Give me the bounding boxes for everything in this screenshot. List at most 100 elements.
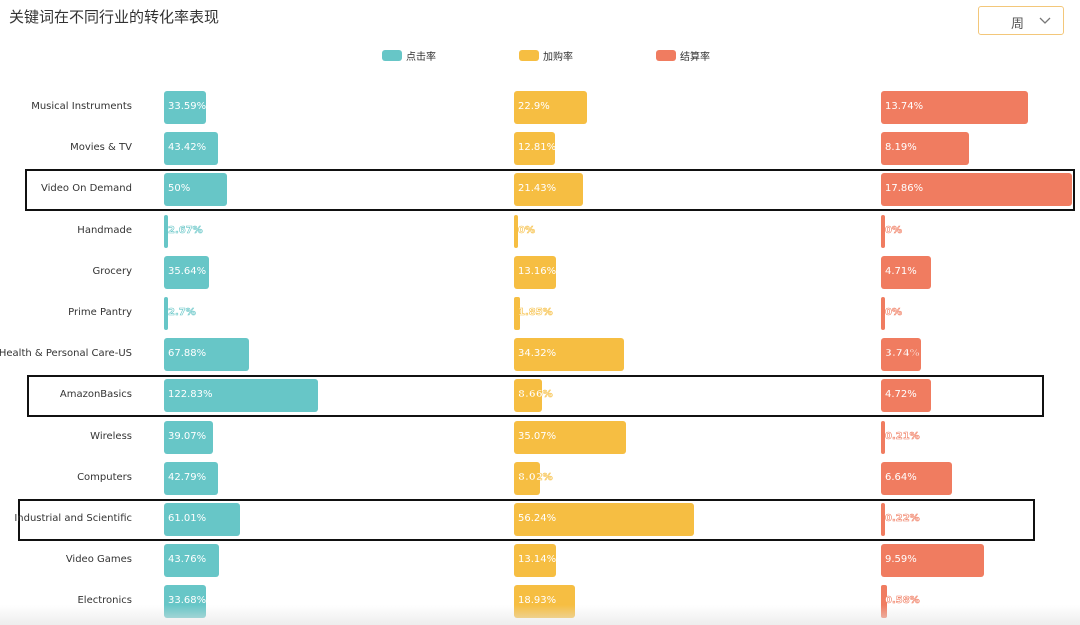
bar-value-label: 35.64% xyxy=(168,265,207,277)
bar-value-label: 8.02% xyxy=(518,471,553,483)
bar xyxy=(881,585,888,619)
bar xyxy=(881,173,1072,207)
bar-value-label: 9.59% xyxy=(885,554,917,566)
bar xyxy=(164,255,209,289)
bar xyxy=(514,420,627,454)
bar-value-label: 0% xyxy=(885,224,903,236)
bar-value-label: 61.01% xyxy=(168,513,207,524)
bar xyxy=(164,544,219,578)
bar xyxy=(514,503,694,536)
bar xyxy=(514,173,583,207)
category-label: Wireless xyxy=(90,430,132,442)
bar-value-label: 0.22% xyxy=(885,513,920,525)
category-label: Electronics xyxy=(77,595,132,607)
bar-value-label: 33.68% xyxy=(168,595,207,607)
bar xyxy=(164,420,213,454)
category-label: Video On Demand xyxy=(41,183,132,195)
bar-value-label: 12.81% xyxy=(518,142,557,154)
bar xyxy=(881,297,885,330)
period-dropdown-value: 周 xyxy=(1011,17,1025,32)
category-label: Grocery xyxy=(92,265,132,277)
bar xyxy=(514,132,555,166)
bar xyxy=(514,379,542,413)
chart-title: 关键词在不同行业的转化率表现 xyxy=(9,8,220,26)
category-label: Musical Instruments xyxy=(31,101,132,112)
bar-value-label: 2.7% xyxy=(168,307,196,319)
bar xyxy=(514,255,557,289)
legend-swatch xyxy=(519,50,539,61)
bar-value-label: 21.43% xyxy=(518,183,557,195)
bar xyxy=(164,503,241,536)
bar-value-label: 35.07% xyxy=(518,430,557,442)
highlight-box xyxy=(18,499,1035,541)
legend-label: 点击率 xyxy=(406,52,436,63)
category-label: Computers xyxy=(77,471,132,483)
bar xyxy=(514,338,624,372)
bar-value-label: 43.76% xyxy=(168,554,207,566)
bar-value-label: 22.9% xyxy=(518,101,550,112)
highlight-box xyxy=(25,169,1075,212)
bar xyxy=(164,214,168,248)
bar-value-label: 50% xyxy=(168,183,191,195)
bar xyxy=(881,503,885,536)
bar-value-label: 39.07% xyxy=(168,430,207,442)
bar-value-label: 13.14% xyxy=(518,554,557,566)
category-label: Movies & TV xyxy=(70,142,132,154)
legend-swatch xyxy=(382,50,402,61)
bar-value-label: 67.88% xyxy=(168,348,207,360)
bar xyxy=(881,379,932,413)
bar xyxy=(164,461,218,495)
bar xyxy=(881,91,1028,124)
bar xyxy=(881,255,932,289)
highlight-box xyxy=(27,375,1044,418)
bar xyxy=(881,461,952,495)
bar-value-label: 1.85% xyxy=(518,307,553,319)
bar-value-label: 0% xyxy=(885,307,903,319)
bottom-fade xyxy=(0,605,1080,625)
bar-value-label: 0% xyxy=(518,224,536,236)
category-label: AmazonBasics xyxy=(59,389,132,401)
legend-label: 加购率 xyxy=(543,52,573,63)
bar xyxy=(164,379,318,413)
bar xyxy=(881,132,969,166)
period-dropdown[interactable]: 周 xyxy=(978,6,1064,35)
category-label: Industrial and Scientific xyxy=(14,513,132,524)
bar-value-label: 3.74% xyxy=(885,348,920,360)
legend-label: 结算率 xyxy=(680,52,710,63)
legend-swatch xyxy=(656,50,676,61)
bar xyxy=(164,297,168,330)
bar-value-label: 4.71% xyxy=(885,265,917,277)
bar-value-label: 43.42% xyxy=(168,142,207,154)
bar xyxy=(514,544,557,578)
bar-value-label: 8.66% xyxy=(518,389,553,401)
bar-value-label: 122.83% xyxy=(168,389,213,401)
bar-value-label: 34.32% xyxy=(518,348,557,360)
bar xyxy=(164,173,227,207)
bar-value-label: 13.16% xyxy=(518,265,557,277)
bar-value-label: 8.19% xyxy=(885,142,917,154)
bar xyxy=(881,214,885,248)
category-label: Prime Pantry xyxy=(68,307,132,318)
category-label: Handmade xyxy=(77,224,132,236)
bar-value-label: 18.93% xyxy=(518,595,557,607)
bar xyxy=(514,91,588,124)
bar xyxy=(514,461,540,495)
bar xyxy=(514,214,518,248)
bar xyxy=(881,338,921,372)
bar-value-label: 33.59% xyxy=(168,101,207,112)
bar-value-label: 56.24% xyxy=(518,513,557,524)
category-label: Health & Personal Care-US xyxy=(0,348,132,360)
bar xyxy=(164,132,219,166)
bar-value-label: 42.79% xyxy=(168,471,207,483)
category-label: Video Games xyxy=(65,554,132,566)
bar-value-label: 4.72% xyxy=(885,389,917,401)
bar xyxy=(881,544,984,578)
bar xyxy=(164,91,207,124)
bar-value-label: 17.86% xyxy=(885,183,924,195)
bar-value-label: 13.74% xyxy=(885,101,924,112)
bar xyxy=(164,338,250,372)
chevron-down-icon xyxy=(1039,17,1051,24)
bar-value-label: 0.58% xyxy=(885,595,920,607)
bar xyxy=(514,297,520,330)
bar-value-label: 0.21% xyxy=(885,430,920,442)
